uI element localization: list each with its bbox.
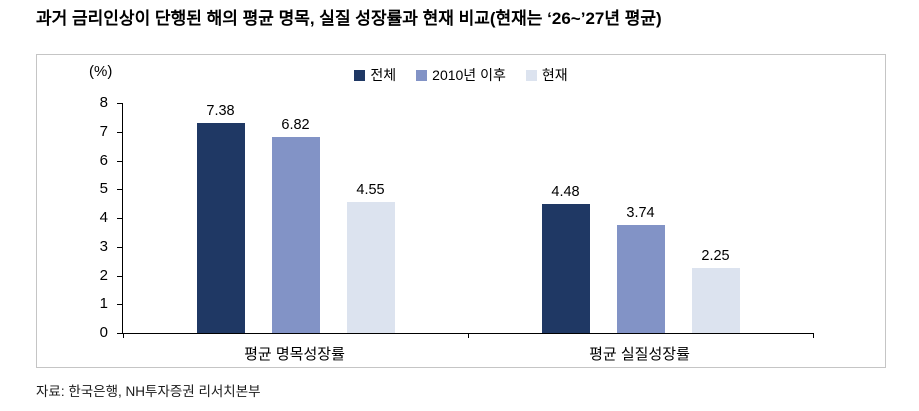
legend-item: 전체 [354,65,396,85]
y-tick-mark [117,333,122,334]
bar-cell: 7.38 [196,103,245,333]
y-tick-mark [117,275,122,277]
bar [541,204,590,333]
y-tick-mark [117,103,122,104]
x-axis-labels: 평균 명목성장률 평균 실질성장률 [122,334,812,364]
y-tick-mark [117,160,122,162]
bar-cell: 4.48 [541,103,590,333]
legend-item: 현재 [525,65,568,85]
y-tick-label: 5 [99,180,108,198]
bar-cell: 4.55 [346,103,395,333]
x-axis-tick [123,333,124,338]
bar-value-label: 4.55 [356,182,385,199]
y-tick-label: 8 [99,94,108,111]
x-axis-category-label: 평균 명목성장률 [244,346,345,363]
bar-cell: 2.25 [691,103,740,333]
bar-value-label: 7.38 [206,103,235,119]
bar-group: 7.38 6.82 4.55 [123,103,468,333]
bar-value-label: 3.74 [626,205,655,222]
legend-label: 현재 [541,67,568,83]
bar [196,123,245,333]
y-tick-label: 0 [99,324,108,341]
y-tick-label: 4 [99,209,108,226]
y-tick-label: 6 [99,151,108,169]
x-axis-tick [468,333,469,338]
legend-swatch-icon [354,69,366,81]
x-axis-category-label: 평균 실질성장률 [589,346,690,363]
bar [691,268,740,333]
chart-frame: (%) 전체 2010년 이후 현재 0 1 2 3 4 5 6 7 8 7.38 6.82 4.55 4… [36,54,886,368]
bar-value-label: 4.48 [551,184,580,201]
legend-swatch-icon [416,69,428,81]
source-note: 자료: 한국은행, NH투자증권 리서치본부 [36,384,261,399]
y-tick-label: 7 [99,122,108,140]
y-tick-label: 3 [99,237,108,255]
bar-cell: 3.74 [616,103,665,333]
bar-value-label: 6.82 [281,116,310,133]
bar [346,202,395,333]
bar-value-label: 2.25 [701,248,730,265]
y-tick-mark [117,189,122,191]
plot-area: 7.38 6.82 4.55 4.48 3.74 2.25 [122,103,814,338]
legend-label: 전체 [370,67,397,83]
y-tick-label: 1 [99,295,108,313]
bar [616,225,665,333]
bar [271,136,320,333]
bar-cell: 6.82 [271,103,320,333]
y-tick-mark [117,246,122,248]
chart-title: 과거 금리인상이 단행된 해의 평균 명목, 실질 성장률과 현재 비교(현재는… [36,9,662,28]
legend-swatch-icon [525,69,537,81]
y-tick-mark [117,304,122,306]
bar-group: 4.48 3.74 2.25 [468,103,813,333]
y-tick-label: 2 [99,266,108,284]
x-axis-tick [813,333,814,338]
y-tick-mark [117,131,122,133]
chart-legend: 전체 2010년 이후 현재 [37,65,885,85]
y-tick-mark [117,218,122,219]
legend-label: 2010년 이후 [432,67,506,83]
y-axis: 0 1 2 3 4 5 6 7 8 [37,94,122,341]
y-axis-unit-label: (%) [89,63,113,80]
legend-item: 2010년 이후 [416,65,506,85]
